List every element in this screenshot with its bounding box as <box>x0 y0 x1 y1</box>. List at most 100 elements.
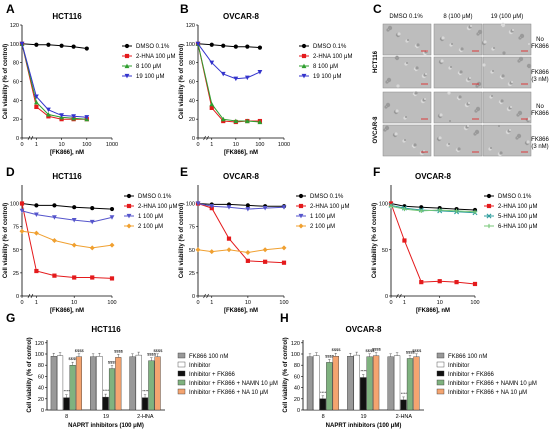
micrograph-cell <box>470 25 472 27</box>
micrograph-tile <box>382 55 432 89</box>
data-point <box>233 76 239 82</box>
y-tick-label: 0 <box>385 294 388 300</box>
y-tick-label: 75 <box>189 225 195 231</box>
y-tick-label: 50 <box>382 248 388 254</box>
bar <box>75 356 82 411</box>
data-point <box>195 41 201 47</box>
legend-label: Inhibitor + FK866 + NA 10 μM <box>189 390 268 396</box>
micrograph-tile <box>433 23 483 56</box>
data-point <box>262 206 268 211</box>
legend-label: Inhibitor + FK866 + NAMN 10 μM <box>189 381 278 387</box>
legend-label: 8 100 μM <box>136 64 161 70</box>
error-bar <box>150 357 153 361</box>
series <box>19 41 90 120</box>
significance-label: $$$$ <box>108 360 118 365</box>
data-point <box>51 238 57 243</box>
data-point <box>298 203 304 209</box>
legend-item: 6-HNA 100 μM <box>484 223 537 230</box>
legend-label: FK866 100 nM <box>448 354 487 360</box>
legend-item: 19 100 μM <box>122 73 164 80</box>
x-tick-label: 19 <box>360 414 366 420</box>
chart-e: OVCAR-8 0 25 50 75 100 0 1 10 100 [FK866], nM Cell … <box>179 172 349 314</box>
data-point <box>72 275 77 280</box>
axis-break <box>27 293 34 299</box>
legend-item: FK866 100 nM <box>177 352 228 360</box>
data-point <box>72 205 77 210</box>
error-bar <box>368 353 371 357</box>
micrograph-cell <box>458 95 462 99</box>
series-line <box>197 247 285 254</box>
series-line <box>21 43 87 49</box>
data-point <box>298 223 304 229</box>
data-point <box>257 45 263 50</box>
data-point <box>298 193 304 199</box>
data-point <box>233 118 239 124</box>
data-point <box>244 118 250 124</box>
data-point <box>301 73 307 79</box>
micrograph-cell <box>510 106 512 108</box>
bar <box>50 356 57 411</box>
series <box>388 204 478 214</box>
bar <box>406 358 414 411</box>
micrograph-tile <box>433 56 483 89</box>
bar <box>400 399 407 411</box>
chart-h: OVCAR-8 0 20 40 60 80 100 120 NAPRT inhibitors (… <box>283 325 537 429</box>
data-point <box>419 280 424 285</box>
y-axis-label: Cell viability (% of control) <box>283 337 289 412</box>
micrograph-cell <box>415 66 419 70</box>
micrograph-cell <box>405 116 407 118</box>
micrograph-tile <box>382 124 432 157</box>
data-point <box>195 247 201 253</box>
legend-item: Inhibitor + FK866 <box>177 370 236 378</box>
data-point <box>472 281 478 287</box>
series <box>388 201 478 287</box>
bar <box>90 356 97 411</box>
chart-g: HCT116 0 20 40 60 80 100 120 NAPRT inhibitors (1… <box>27 325 278 429</box>
y-tick-label: 0 <box>192 136 195 142</box>
bar <box>57 355 64 411</box>
micrograph-cell <box>492 70 494 72</box>
data-point <box>388 204 394 209</box>
data-point <box>34 99 39 105</box>
micrograph-cell <box>498 125 500 127</box>
data-point <box>59 43 64 48</box>
legend-item: Inhibitor <box>436 361 469 369</box>
micrograph-cell <box>416 43 420 47</box>
data-point <box>52 203 57 208</box>
y-tick-label: 80 <box>294 363 300 369</box>
data-point <box>52 273 57 278</box>
micrograph-cell <box>482 63 486 67</box>
legend-label: 6-HNA 100 μM <box>498 224 537 230</box>
y-tick-label: 40 <box>13 98 19 104</box>
legend-swatch <box>177 361 186 368</box>
error-bar <box>349 353 352 357</box>
micrograph-cell <box>440 59 444 63</box>
significance-label: $$$$ <box>372 347 382 352</box>
bar <box>387 356 394 411</box>
legend-item: Inhibitor + FK866 + NA 10 μM <box>436 388 527 396</box>
series <box>19 41 89 122</box>
series <box>19 41 89 51</box>
bar <box>115 357 122 411</box>
data-point <box>89 219 95 225</box>
data-point <box>109 242 115 248</box>
micrograph-cell <box>477 29 483 35</box>
panel-label-e: E <box>180 165 188 179</box>
panel-labels: A B C D E F G H <box>6 2 382 325</box>
micrograph-cell <box>457 147 461 151</box>
data-point <box>245 44 250 49</box>
bar <box>96 356 103 411</box>
significance-label: $$$$ <box>325 353 335 358</box>
legend-label: DMSO 0.1% <box>138 194 172 200</box>
error-bar <box>71 362 74 366</box>
x-tick-label: 0 <box>389 300 392 306</box>
micrograph-cell <box>528 43 530 45</box>
data-point <box>220 116 226 122</box>
y-tick-label: 120 <box>10 23 19 29</box>
data-point <box>209 60 215 66</box>
series <box>195 201 287 265</box>
error-bar <box>98 353 101 357</box>
data-point <box>402 206 407 212</box>
y-axis-label: Cell viability (% of control) <box>3 44 9 119</box>
legend-label: Inhibitor + FK866 <box>448 372 495 378</box>
